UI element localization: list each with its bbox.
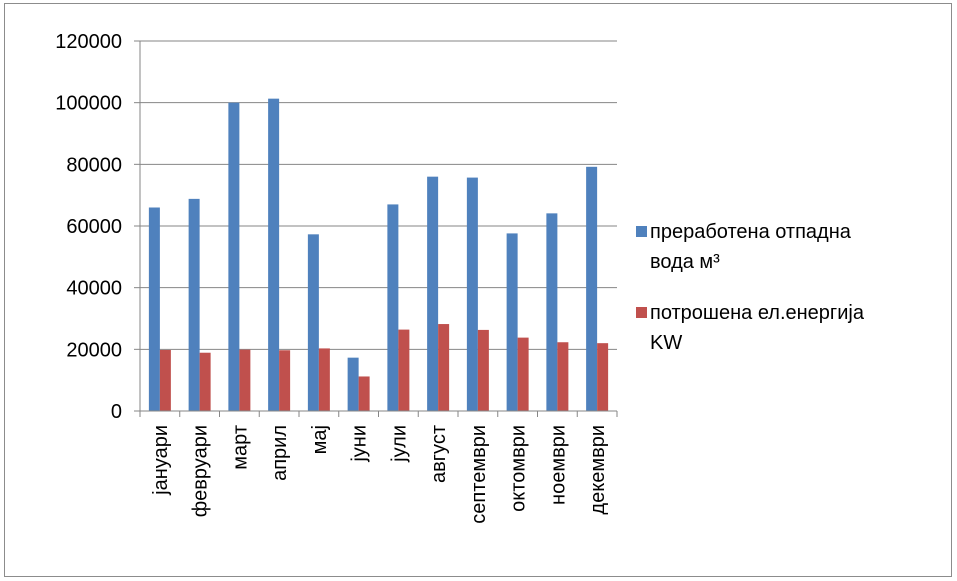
y-tick-label: 20000 <box>66 339 122 361</box>
legend-label: преработена отпадна <box>650 221 852 243</box>
x-tick-labels: јануари февруари март април мај јуни јули авгус… <box>150 425 609 524</box>
bar-electricity <box>398 329 410 411</box>
legend: преработена отпадна вода м³ потрошена ел.е… <box>636 221 865 354</box>
x-tick-label: септември <box>468 425 490 524</box>
x-tick-label: април <box>269 425 291 481</box>
bar-wastewater <box>347 357 359 411</box>
bar-electricity <box>279 350 291 411</box>
legend-label: потрошена ел.енергија <box>650 302 865 324</box>
bar-electricity <box>438 324 450 411</box>
bar-wastewater <box>148 207 160 411</box>
y-tick-label: 80000 <box>66 154 122 176</box>
bar-wastewater <box>307 234 319 411</box>
bar-electricity <box>199 352 211 411</box>
y-tick-label: 100000 <box>55 93 122 115</box>
bar-wastewater <box>586 166 598 411</box>
legend-swatch-wastewater <box>636 226 647 237</box>
bar-electricity <box>517 337 529 411</box>
bar-electricity <box>318 348 330 411</box>
axes <box>134 40 618 417</box>
x-tick-label: март <box>229 425 251 470</box>
bar-wastewater <box>506 233 518 411</box>
y-tick-labels: 0 20000 40000 60000 80000 100000 120000 <box>55 31 122 423</box>
x-tick-label: август <box>428 425 450 483</box>
x-tick-label: јуни <box>349 425 371 463</box>
legend-swatch-electricity <box>636 307 647 318</box>
y-tick-label: 40000 <box>66 278 122 300</box>
bar-wastewater <box>427 176 439 411</box>
bar-electricity <box>159 349 171 411</box>
x-tick-label: февруари <box>190 425 212 517</box>
bar-wastewater <box>387 204 399 411</box>
bar-wastewater <box>268 98 280 412</box>
bar-electricity <box>557 342 569 411</box>
bar-wastewater <box>228 102 240 412</box>
x-tick-label: октомври <box>508 425 530 512</box>
bar-wastewater <box>546 213 558 411</box>
x-tick-label: ноември <box>547 425 569 505</box>
y-tick-label: 0 <box>111 401 122 423</box>
legend-label: KW <box>650 332 682 354</box>
bar-electricity <box>239 349 251 411</box>
legend-label: вода м³ <box>650 251 720 273</box>
bar-wastewater <box>466 177 478 411</box>
x-tick-label: јануари <box>150 425 172 496</box>
y-tick-label: 120000 <box>55 31 122 53</box>
bar-electricity <box>477 329 489 411</box>
x-tick-label: мај <box>309 425 331 454</box>
chart-frame <box>4 3 952 577</box>
gridlines <box>140 40 617 350</box>
y-tick-label: 60000 <box>66 216 122 238</box>
bar-electricity <box>358 376 370 411</box>
bar-wastewater <box>188 198 200 411</box>
bar-electricity <box>597 343 609 411</box>
bars <box>148 98 609 412</box>
x-tick-label: јули <box>388 425 410 463</box>
x-tick-label: декември <box>587 425 609 515</box>
